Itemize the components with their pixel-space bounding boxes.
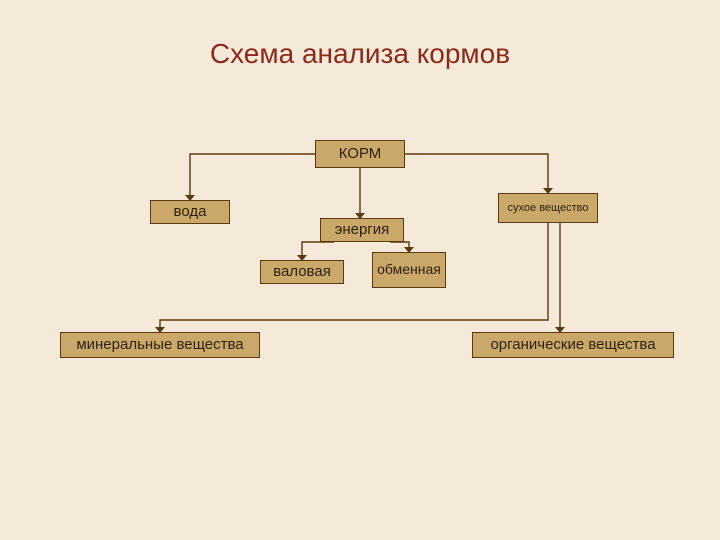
- node-valovaya: валовая: [260, 260, 344, 284]
- node-korm: КОРМ: [315, 140, 405, 168]
- connector-2: [405, 154, 548, 193]
- node-suhoe: сухое вещество: [498, 193, 598, 223]
- connector-layer: [0, 0, 720, 540]
- node-mineral: минеральные вещества: [60, 332, 260, 358]
- node-obmen: обменная: [372, 252, 446, 288]
- node-energiya: энергия: [320, 218, 404, 242]
- node-voda: вода: [150, 200, 230, 224]
- connector-3: [302, 242, 334, 260]
- connector-0: [190, 154, 315, 200]
- diagram-title: Схема анализа кормов: [0, 38, 720, 70]
- node-organ: органические вещества: [472, 332, 674, 358]
- connector-4: [390, 242, 409, 252]
